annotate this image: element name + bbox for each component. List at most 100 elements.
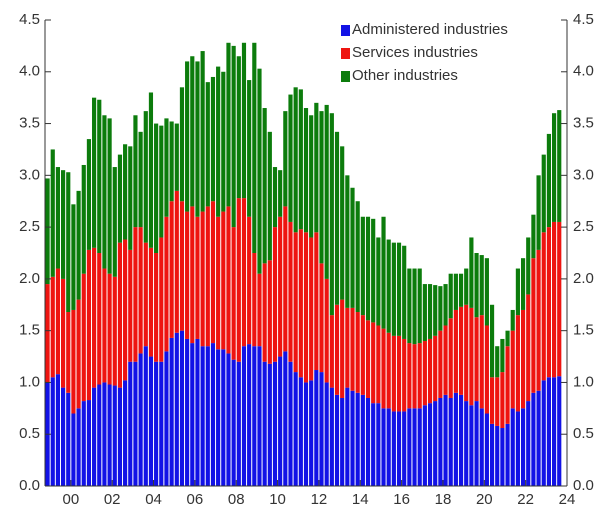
bar-segment <box>551 377 557 486</box>
bar-segment <box>128 361 133 486</box>
bar-segment <box>495 425 500 486</box>
bar-segment <box>159 361 164 486</box>
bar-segment <box>340 397 345 486</box>
bar-segment <box>458 306 464 395</box>
bar-segment <box>272 167 278 228</box>
bar-segment <box>489 304 495 378</box>
bar-segment <box>371 218 376 323</box>
bar-segment <box>123 144 128 240</box>
bar-segment <box>278 356 283 486</box>
bar-segment <box>283 206 288 352</box>
bar-segment <box>298 377 303 486</box>
bar-segment <box>407 268 412 344</box>
bar-segment <box>510 408 515 486</box>
bar-segment <box>247 80 252 217</box>
bar-segment <box>92 97 97 248</box>
bar-segment <box>448 273 453 319</box>
bar-segment <box>536 390 541 486</box>
bar-segment <box>402 245 407 339</box>
bar-segment <box>469 237 474 308</box>
bar-segment <box>448 318 453 398</box>
bar-segment <box>355 201 360 313</box>
bar-segment <box>557 376 562 486</box>
x-tick-label: 04 <box>145 491 162 508</box>
bar-segment <box>71 413 76 486</box>
x-tick-label: 12 <box>311 491 328 508</box>
x-tick-label: 10 <box>269 491 286 508</box>
bar-segment <box>412 344 417 409</box>
bar-segment <box>133 361 138 486</box>
bar-segment <box>247 344 252 486</box>
bar-segment <box>402 338 407 412</box>
y2-tick-label: 4.0 <box>573 63 594 80</box>
bar-segment <box>309 115 314 238</box>
bar-segment <box>376 325 381 404</box>
bar-segment <box>252 346 257 486</box>
bar-segment <box>76 190 81 300</box>
bar-segment <box>148 247 154 357</box>
bar-segment <box>510 330 515 409</box>
bar-segment <box>107 273 112 385</box>
bar-segment <box>303 232 309 383</box>
bar-segment <box>531 392 536 486</box>
y2-tick-label: 3.5 <box>573 115 594 132</box>
bar-segment <box>45 284 50 383</box>
bar-segment <box>283 351 288 486</box>
bar-segment <box>117 387 123 486</box>
bar-segment <box>329 315 334 388</box>
bar-segment <box>195 338 200 486</box>
bar-segment <box>365 320 371 398</box>
bar-segment <box>257 68 262 274</box>
bar-segment <box>102 115 107 269</box>
bar-segment <box>174 332 179 486</box>
y2-tick-label: 0.5 <box>573 425 594 442</box>
bar-segment <box>453 309 458 393</box>
bar-segment <box>66 392 71 486</box>
bar-segment <box>288 94 293 222</box>
bar-segment <box>107 384 112 486</box>
bar-segment <box>433 335 438 402</box>
x-tick-label: 08 <box>228 491 245 508</box>
bar-segment <box>257 273 262 347</box>
bar-segment <box>464 401 469 486</box>
bar-segment <box>55 374 61 486</box>
bar-segment <box>505 346 510 424</box>
bar-segment <box>314 102 319 233</box>
bar-segment <box>484 413 489 486</box>
bar-segment <box>262 361 267 486</box>
bar-segment <box>505 330 510 347</box>
bar-segment <box>479 315 484 409</box>
bar-segment <box>247 216 252 345</box>
bar-segment <box>257 346 262 486</box>
bar-segment <box>520 408 526 486</box>
bar-segment <box>71 309 76 414</box>
bar-segment <box>360 216 365 316</box>
bar-segment <box>526 401 531 486</box>
bar-segment <box>365 397 371 486</box>
bar-segment <box>190 343 195 486</box>
bar-segment <box>407 343 412 409</box>
bar-segment <box>474 253 479 318</box>
bar-segment <box>319 372 324 486</box>
bar-segment <box>102 382 107 486</box>
bar-segment <box>520 309 526 409</box>
bar-segment <box>117 242 123 388</box>
bar-segment <box>479 408 484 486</box>
bar-segment <box>551 113 557 222</box>
bar-segment <box>515 315 520 412</box>
bar-segment <box>272 227 278 362</box>
bar-segment <box>458 273 464 307</box>
bar-segment <box>117 154 123 243</box>
bar-segment <box>216 349 221 486</box>
bar-segment <box>464 268 469 305</box>
bar-segment <box>293 87 298 233</box>
bar-segment <box>427 338 433 404</box>
bar-segment <box>345 387 350 486</box>
bar-segment <box>427 403 433 486</box>
bar-segment <box>81 164 86 274</box>
bar-segment <box>391 335 396 412</box>
bar-segment <box>510 309 515 331</box>
bar-segment <box>76 299 81 409</box>
bar-segment <box>241 198 247 347</box>
bar-segment <box>314 370 319 486</box>
